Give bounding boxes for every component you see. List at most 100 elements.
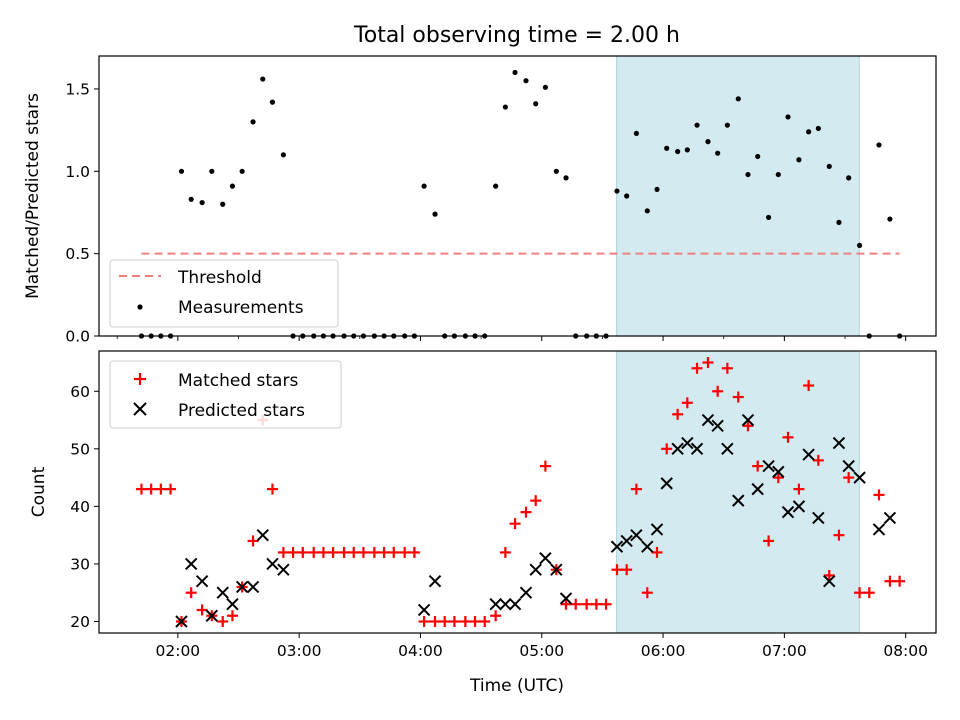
predicted-star-point: [216, 586, 229, 599]
predicted-star-point: [226, 598, 239, 611]
bottom-ytick-label: 60: [70, 383, 90, 401]
predicted-star-point: [610, 540, 624, 553]
matched-star-point: [247, 535, 259, 547]
measurement-point: [563, 175, 569, 181]
predicted-star-point: [711, 419, 724, 433]
measurement-point: [664, 145, 670, 151]
matched-star-point: [469, 615, 481, 627]
measurement-point: [421, 183, 427, 189]
predicted-star-point: [681, 436, 694, 450]
predicted-star-point: [550, 563, 563, 576]
matched-star-point: [448, 615, 460, 627]
predicted-star-point: [721, 442, 734, 456]
matched-star-point: [155, 483, 167, 495]
predicted-star-point: [741, 413, 755, 427]
legend-measurements-label: Measurements: [178, 298, 304, 318]
measurement-point: [705, 139, 711, 145]
measurement-point: [755, 153, 761, 160]
predicted-star-point: [620, 534, 633, 548]
predicted-star-point: [792, 500, 806, 513]
xtick-label: 06:00: [641, 642, 686, 660]
matched-star-point: [691, 362, 703, 374]
predicted-star-point: [732, 494, 745, 507]
legend-threshold-label: Threshold: [177, 268, 262, 288]
matched-star-point: [520, 506, 532, 518]
top-ytick-label: 0.0: [65, 328, 90, 346]
matched-star-point: [439, 615, 451, 627]
predicted-star-point: [508, 598, 522, 611]
measurement-point: [220, 201, 226, 207]
measurement-point: [542, 84, 549, 90]
matched-star-point: [490, 610, 502, 622]
bottom-legend: Matched stars Predicted stars: [109, 360, 342, 429]
measurement-point: [796, 157, 802, 163]
measurement-point: [644, 208, 650, 214]
predicted-star-point: [853, 471, 866, 484]
measurement-point: [493, 183, 499, 189]
predicted-star-point: [883, 511, 897, 525]
bottom-panel: 20 30 40 50 60 02:00 03:00 04:00 05:00 06:00 07:0…: [29, 350, 937, 696]
matched-star-point: [884, 575, 896, 587]
matched-star-point: [863, 587, 875, 599]
matched-star-point: [145, 483, 157, 495]
matched-star-point: [621, 564, 633, 576]
predicted-star-point: [277, 563, 290, 576]
matched-star-point: [732, 391, 744, 403]
matched-star-point: [803, 380, 815, 392]
matched-star-point: [499, 546, 511, 558]
x-axis-label: Time (UTC): [469, 676, 564, 696]
matched-star-point: [226, 610, 238, 622]
legend-matched-swatch: [134, 373, 146, 385]
predicted-star-point: [781, 505, 795, 519]
measurement-point: [260, 76, 266, 82]
measurement-point: [512, 69, 518, 76]
matched-star-point: [742, 420, 754, 432]
xtick-label: 03:00: [277, 642, 322, 660]
matched-star-point: [823, 569, 835, 581]
bottom-x-axis: 02:00 03:00 04:00 05:00 06:00 07:00 08:00: [156, 633, 928, 660]
matched-star-point: [560, 598, 572, 610]
top-y-axis: 0.0 0.5 1.0 1.5: [65, 80, 99, 346]
matched-star-point: [217, 615, 229, 627]
matched-star-point: [843, 472, 855, 484]
matched-star-point: [712, 385, 724, 397]
top-panel: 0.0 0.5 1.0 1.5 Matched/Predicted stars Thr…: [23, 55, 937, 346]
matched-star-point: [388, 546, 400, 558]
matched-star-point: [338, 546, 350, 558]
measurement-point: [806, 129, 812, 135]
measurement-point: [250, 119, 256, 125]
measurement-point: [432, 211, 438, 217]
matched-star-point: [782, 431, 794, 443]
predicted-star-point: [539, 551, 552, 565]
predicted-star-point: [184, 557, 198, 571]
bottom-ytick-label: 30: [70, 555, 90, 573]
predicted-star-point: [519, 586, 533, 599]
matched-star-point: [812, 454, 824, 466]
predicted-star-point: [266, 557, 279, 571]
matched-star-point: [661, 443, 673, 455]
predicted-star-point: [559, 592, 573, 605]
matched-star-point: [357, 546, 369, 558]
matched-star-point: [266, 483, 278, 495]
xtick-label: 05:00: [519, 642, 564, 660]
measurement-point: [735, 96, 741, 102]
predicted-star-point: [256, 528, 269, 542]
matched-star-point: [165, 483, 177, 495]
top-legend-box: [109, 259, 339, 328]
measurement-point: [633, 130, 639, 137]
matched-star-point: [378, 546, 390, 558]
measurement-point: [876, 142, 882, 148]
matched-star-point: [772, 472, 784, 484]
predicted-star-points: [175, 413, 897, 628]
measurement-point: [229, 183, 236, 189]
measurement-point: [775, 171, 781, 178]
measurement-point: [502, 104, 508, 110]
top-highlight-span: [616, 55, 860, 337]
measurement-point: [856, 242, 863, 249]
xtick-label: 07:00: [762, 642, 807, 660]
measurement-point: [654, 186, 660, 193]
measurement-point: [209, 168, 215, 174]
measurement-point: [239, 168, 245, 174]
bottom-y-axis-label: Count: [29, 466, 49, 517]
predicted-star-point: [832, 436, 846, 450]
